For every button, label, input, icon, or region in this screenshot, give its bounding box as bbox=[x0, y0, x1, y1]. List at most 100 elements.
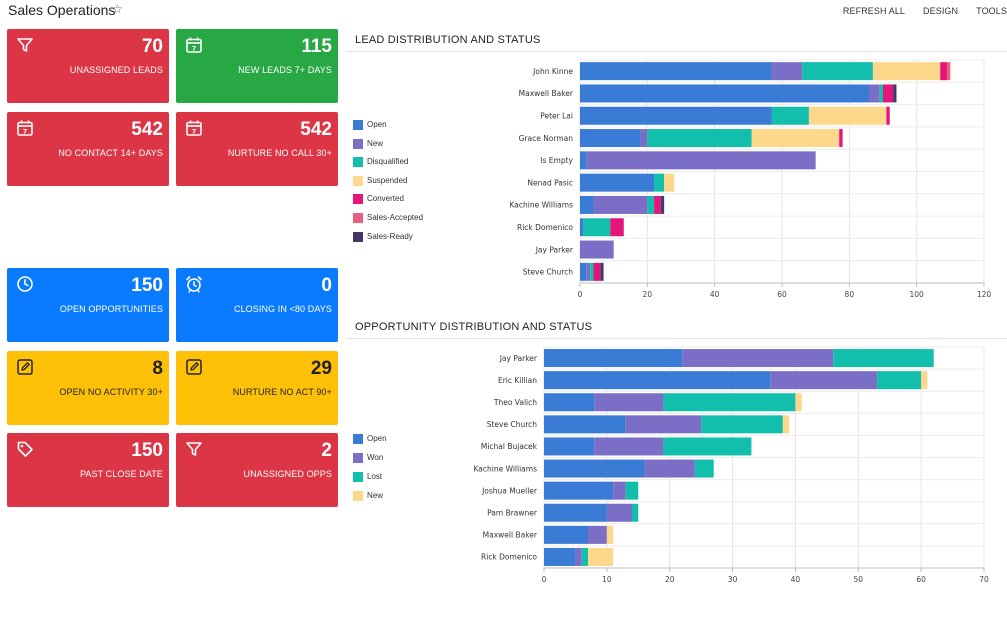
tools-button[interactable]: TOOLS bbox=[976, 6, 1007, 16]
bar-segment[interactable] bbox=[632, 503, 639, 522]
bar-segment[interactable] bbox=[660, 195, 665, 214]
bar-segment[interactable] bbox=[580, 262, 587, 281]
refresh-all-button[interactable]: REFRESH ALL bbox=[842, 6, 906, 16]
bar-segment[interactable] bbox=[663, 393, 796, 412]
bar-segment[interactable] bbox=[580, 129, 641, 148]
bar-segment[interactable] bbox=[625, 415, 702, 434]
bar-segment[interactable] bbox=[593, 262, 601, 281]
bar-segment[interactable] bbox=[580, 218, 584, 237]
bar-segment[interactable] bbox=[771, 62, 803, 81]
legend-item[interactable]: Sales-Accepted bbox=[353, 213, 473, 225]
kpi-tile[interactable]: 7 115 NEW LEADS 7+ DAYS bbox=[176, 29, 338, 103]
legend-item[interactable]: New bbox=[353, 491, 473, 503]
bar-segment[interactable] bbox=[606, 503, 632, 522]
bar-segment[interactable] bbox=[751, 129, 840, 148]
bar-segment[interactable] bbox=[580, 240, 614, 259]
kpi-tile[interactable]: 70 UNASSIGNED LEADS bbox=[7, 29, 169, 103]
bar-segment[interactable] bbox=[590, 262, 594, 281]
bar-segment[interactable] bbox=[654, 173, 665, 192]
bar-segment[interactable] bbox=[770, 371, 878, 390]
kpi-tile[interactable]: 2 UNASSIGNED OPPS bbox=[176, 433, 338, 507]
bar-segment[interactable] bbox=[544, 437, 595, 456]
bar-segment[interactable] bbox=[795, 393, 802, 412]
legend-item[interactable]: Won bbox=[353, 453, 473, 465]
bar-segment[interactable] bbox=[544, 393, 595, 412]
design-button[interactable]: DESIGN bbox=[923, 6, 959, 16]
bar-segment[interactable] bbox=[869, 84, 880, 103]
bar-segment[interactable] bbox=[544, 503, 607, 522]
bar-segment[interactable] bbox=[664, 173, 675, 192]
bar-segment[interactable] bbox=[647, 195, 655, 214]
bar-segment[interactable] bbox=[694, 459, 714, 478]
bar-segment[interactable] bbox=[588, 525, 607, 544]
divider bbox=[346, 51, 1007, 52]
bar-segment[interactable] bbox=[893, 84, 897, 103]
bar-segment[interactable] bbox=[610, 218, 624, 237]
bar-segment[interactable] bbox=[544, 547, 576, 566]
bar-segment[interactable] bbox=[544, 349, 683, 368]
bar-segment[interactable] bbox=[544, 415, 626, 434]
bar-segment[interactable] bbox=[594, 437, 664, 456]
bar-segment[interactable] bbox=[600, 262, 604, 281]
legend-item[interactable]: Converted bbox=[353, 194, 473, 206]
bar-segment[interactable] bbox=[581, 547, 588, 566]
bar-segment[interactable] bbox=[613, 481, 626, 500]
bar-segment[interactable] bbox=[808, 106, 887, 125]
bar-segment[interactable] bbox=[544, 371, 771, 390]
bar-segment[interactable] bbox=[879, 84, 883, 103]
bar-segment[interactable] bbox=[583, 218, 611, 237]
bar-segment[interactable] bbox=[593, 195, 648, 214]
bar-segment[interactable] bbox=[580, 106, 772, 125]
bar-segment[interactable] bbox=[580, 84, 870, 103]
bar-segment[interactable] bbox=[886, 106, 890, 125]
bar-segment[interactable] bbox=[594, 393, 664, 412]
bar-segment[interactable] bbox=[544, 525, 588, 544]
bar-segment[interactable] bbox=[940, 62, 947, 81]
bar-segment[interactable] bbox=[640, 129, 648, 148]
bar-segment[interactable] bbox=[839, 129, 843, 148]
bar-segment[interactable] bbox=[872, 62, 941, 81]
kpi-tile[interactable]: 0 CLOSING IN <80 DAYS bbox=[176, 268, 338, 342]
kpi-tile[interactable]: 8 OPEN NO ACTIVITY 30+ bbox=[7, 351, 169, 425]
bar-segment[interactable] bbox=[586, 262, 591, 281]
legend-item[interactable]: Open bbox=[353, 434, 473, 446]
bar-segment[interactable] bbox=[682, 349, 834, 368]
legend-item[interactable]: Open bbox=[353, 120, 473, 132]
bar-segment[interactable] bbox=[544, 459, 645, 478]
bar-segment[interactable] bbox=[921, 371, 928, 390]
kpi-tile[interactable]: 150 PAST CLOSE DATE bbox=[7, 433, 169, 507]
bar-segment[interactable] bbox=[701, 415, 783, 434]
bar-segment[interactable] bbox=[883, 84, 894, 103]
bar-segment[interactable] bbox=[833, 349, 934, 368]
kpi-tile[interactable]: 29 NURTURE NO ACT 90+ bbox=[176, 351, 338, 425]
bar-segment[interactable] bbox=[771, 106, 809, 125]
bar-segment[interactable] bbox=[580, 195, 594, 214]
bar-segment[interactable] bbox=[588, 547, 614, 566]
legend-item[interactable]: Sales-Ready bbox=[353, 231, 473, 244]
kpi-tile[interactable]: 7 542 NO CONTACT 14+ DAYS bbox=[7, 112, 169, 186]
bar-segment[interactable] bbox=[625, 481, 639, 500]
bar-segment[interactable] bbox=[654, 195, 661, 214]
bar-segment[interactable] bbox=[606, 525, 614, 544]
bar-segment[interactable] bbox=[544, 481, 614, 500]
bar-segment[interactable] bbox=[580, 151, 587, 170]
bar-segment[interactable] bbox=[946, 62, 951, 81]
kpi-tile[interactable]: 150 OPEN OPPORTUNITIES bbox=[7, 268, 169, 342]
kpi-tile[interactable]: 7 542 NURTURE NO CALL 30+ bbox=[176, 112, 338, 186]
opportunity-distribution-chart: 0 10 20 30 40 50 60 70 Jay Parker Eric Killian The… bbox=[474, 346, 989, 584]
bar-segment[interactable] bbox=[580, 173, 655, 192]
legend-item[interactable]: Lost bbox=[353, 472, 473, 484]
legend-item[interactable]: Disqualified bbox=[353, 157, 473, 169]
legend-item[interactable]: New bbox=[353, 138, 473, 151]
bar-segment[interactable] bbox=[877, 371, 922, 390]
bar-segment[interactable] bbox=[782, 415, 790, 434]
bar-segment[interactable] bbox=[663, 437, 752, 456]
bar-segment[interactable] bbox=[580, 62, 772, 81]
bar-segment[interactable] bbox=[644, 459, 695, 478]
bar-segment[interactable] bbox=[575, 547, 582, 566]
bar-segment[interactable] bbox=[802, 62, 873, 81]
legend-item[interactable]: Suspended bbox=[353, 175, 473, 188]
bar-segment[interactable] bbox=[647, 129, 752, 148]
bar-segment[interactable] bbox=[586, 151, 816, 170]
star-outline-icon[interactable]: ☆ bbox=[112, 2, 123, 16]
